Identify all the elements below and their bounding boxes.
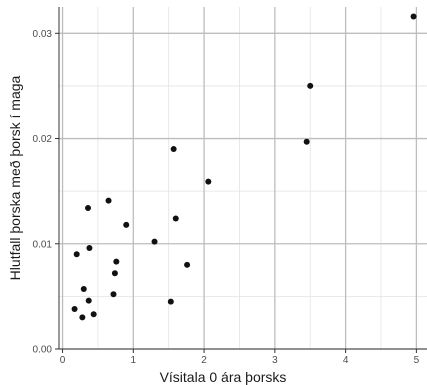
y-axis-title: Hlutfall þorska með þorsk í maga: [7, 75, 23, 280]
plot-panel: [55, 7, 427, 353]
data-point: [86, 244, 93, 251]
x-tick-label: 2: [201, 355, 207, 366]
data-point: [205, 178, 212, 185]
x-tick-label: 0: [60, 355, 66, 366]
x-tick-label: 5: [414, 355, 420, 366]
x-tick-label: 3: [272, 355, 278, 366]
plot-background: [59, 7, 427, 349]
data-point: [71, 306, 78, 313]
data-point: [123, 221, 130, 228]
data-point: [85, 204, 92, 211]
y-tick-label: 0.03: [33, 29, 53, 40]
data-points: [71, 13, 417, 321]
x-tick-labels: 0 1 2 3 4 5: [60, 355, 420, 366]
data-point: [167, 298, 174, 305]
data-point: [85, 297, 92, 304]
data-point: [90, 311, 97, 318]
data-point: [172, 215, 179, 222]
x-tick-label: 1: [131, 355, 137, 366]
axis-ticks: [55, 32, 417, 353]
y-tick-labels: 0.00 0.01 0.02 0.03: [33, 29, 53, 356]
data-point: [170, 146, 177, 153]
data-point: [410, 13, 417, 20]
y-tick-label: 0.00: [33, 345, 53, 356]
data-point: [303, 138, 310, 145]
data-point: [73, 251, 80, 258]
x-axis-title: Vísitala 0 ára þorsks: [160, 369, 287, 385]
data-point: [110, 291, 117, 298]
data-point: [79, 314, 86, 321]
data-point: [151, 238, 158, 245]
data-point: [307, 82, 314, 89]
data-point: [105, 197, 112, 204]
grid-lines: [59, 7, 427, 350]
data-point: [113, 258, 120, 265]
data-point: [111, 270, 118, 277]
data-point: [80, 286, 87, 293]
x-tick-label: 4: [343, 355, 349, 366]
data-point: [184, 261, 191, 268]
y-tick-label: 0.01: [33, 239, 53, 250]
y-tick-label: 0.02: [33, 134, 53, 145]
